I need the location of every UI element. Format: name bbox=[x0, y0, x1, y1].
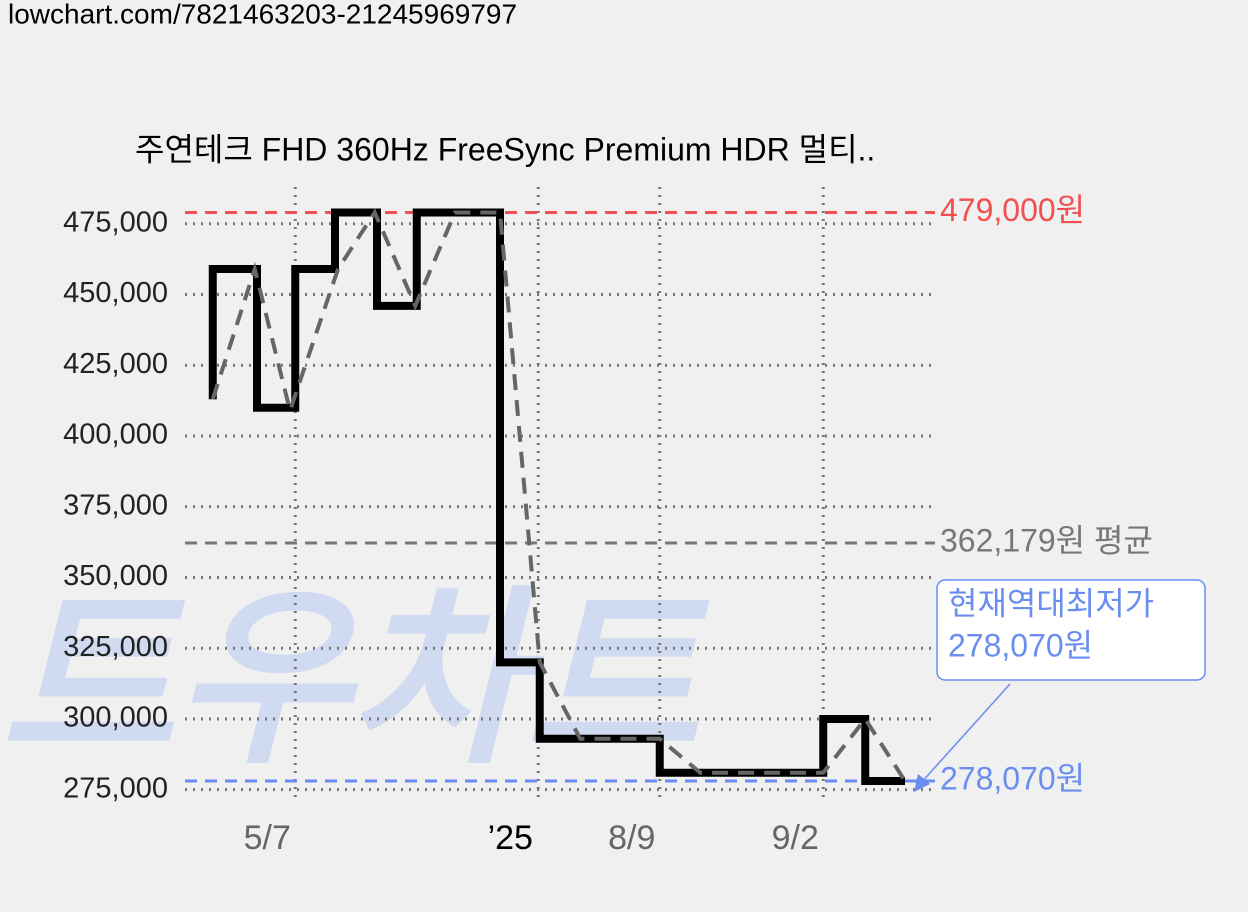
callout-box bbox=[936, 579, 1206, 681]
y-tick-label: 475,000 bbox=[63, 206, 168, 238]
y-tick-label: 325,000 bbox=[63, 631, 168, 663]
reference-label: 278,070원 bbox=[940, 760, 1085, 796]
y-tick-label: 450,000 bbox=[63, 277, 168, 309]
y-tick-label: 425,000 bbox=[63, 348, 168, 380]
price-step-line bbox=[208, 208, 905, 785]
y-tick-label: 275,000 bbox=[63, 772, 168, 804]
y-tick-label: 400,000 bbox=[63, 419, 168, 451]
chart-title: 주연테크 FHD 360Hz FreeSync Premium HDR 멀티.. bbox=[135, 131, 875, 167]
reference-label: 362,179원 평균 bbox=[940, 522, 1153, 558]
x-tick-label: 9/2 bbox=[772, 819, 819, 857]
callout-text: 현재역대최저가 bbox=[948, 585, 1154, 621]
x-tick-label: ’25 bbox=[488, 819, 533, 857]
x-tick-label: 5/7 bbox=[244, 819, 291, 857]
reference-label: 479,000원 bbox=[940, 192, 1085, 228]
y-tick-label: 350,000 bbox=[63, 560, 168, 592]
url: lowchart.com/7821463203-21245969797 bbox=[8, 0, 517, 29]
y-tick-label: 375,000 bbox=[63, 489, 168, 521]
watermark: 트우차트 bbox=[0, 574, 710, 786]
callout-arrow bbox=[919, 683, 1011, 785]
callout-arrowhead bbox=[914, 774, 930, 792]
callout-text: 278,070원 bbox=[948, 627, 1093, 663]
x-tick-label: 8/9 bbox=[608, 819, 655, 857]
y-tick-label: 300,000 bbox=[63, 702, 168, 734]
